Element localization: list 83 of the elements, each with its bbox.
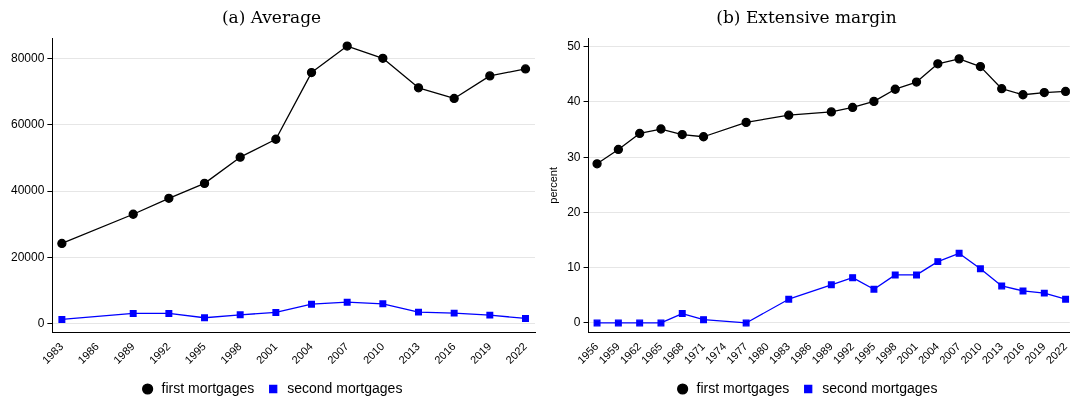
legend-label: second mortgages bbox=[822, 379, 938, 396]
legend-label: second mortgages bbox=[287, 379, 403, 396]
point bbox=[869, 96, 879, 107]
point bbox=[235, 152, 245, 162]
point bbox=[678, 310, 686, 318]
y-tick-label: 20 bbox=[567, 204, 581, 219]
point bbox=[955, 249, 963, 257]
point bbox=[656, 124, 666, 134]
point bbox=[976, 265, 984, 273]
point bbox=[998, 282, 1006, 290]
point bbox=[635, 128, 645, 139]
point bbox=[306, 67, 317, 78]
point bbox=[449, 93, 459, 104]
y-tick-label: 40000 bbox=[10, 183, 45, 198]
y-tick-label: 10 bbox=[567, 260, 581, 275]
y-tick-label: 50 bbox=[567, 39, 581, 53]
point bbox=[742, 319, 750, 327]
point bbox=[342, 41, 352, 51]
point bbox=[785, 295, 793, 303]
point bbox=[677, 129, 687, 140]
point bbox=[826, 107, 836, 117]
y-tick-label: 80000 bbox=[10, 50, 45, 65]
point bbox=[485, 71, 495, 81]
point bbox=[129, 309, 137, 317]
chart-title: (a) Average bbox=[221, 6, 322, 27]
y-tick-label: 0 bbox=[37, 316, 45, 331]
y-tick-label: 40 bbox=[567, 94, 581, 109]
point bbox=[593, 319, 601, 327]
chart-title: (b) Extensive margin bbox=[716, 6, 897, 27]
point bbox=[272, 308, 280, 316]
y-axis-title: percent bbox=[546, 167, 559, 204]
point bbox=[890, 84, 900, 94]
point bbox=[847, 102, 858, 113]
point bbox=[913, 271, 920, 279]
point bbox=[164, 193, 174, 203]
point bbox=[784, 110, 794, 120]
point bbox=[379, 300, 387, 308]
point bbox=[933, 59, 943, 69]
point bbox=[613, 144, 624, 155]
point bbox=[236, 311, 244, 319]
point bbox=[975, 61, 986, 72]
point bbox=[891, 271, 899, 279]
point bbox=[308, 300, 315, 308]
point bbox=[450, 309, 458, 317]
point bbox=[997, 84, 1007, 94]
point bbox=[614, 319, 622, 327]
point bbox=[1062, 295, 1070, 303]
y-tick-label: 60000 bbox=[10, 116, 45, 131]
point bbox=[128, 209, 138, 219]
point bbox=[870, 285, 878, 293]
point bbox=[1060, 86, 1070, 97]
y-tick-label: 30 bbox=[567, 149, 581, 164]
point bbox=[657, 319, 665, 327]
point bbox=[199, 178, 210, 189]
point bbox=[343, 298, 351, 306]
point bbox=[413, 83, 424, 93]
point bbox=[636, 319, 644, 327]
point bbox=[741, 117, 751, 128]
point bbox=[522, 314, 529, 322]
point bbox=[934, 258, 942, 266]
point bbox=[827, 281, 835, 289]
point bbox=[1039, 87, 1049, 98]
point bbox=[415, 308, 422, 316]
point bbox=[520, 64, 531, 74]
point bbox=[954, 54, 964, 64]
point bbox=[201, 314, 209, 322]
point bbox=[486, 311, 494, 319]
point bbox=[58, 315, 66, 323]
legend-label: first mortgages bbox=[161, 379, 255, 396]
point bbox=[849, 274, 857, 282]
y-tick-label: 20000 bbox=[10, 249, 45, 264]
point bbox=[1040, 289, 1048, 297]
point bbox=[378, 53, 388, 63]
point bbox=[57, 238, 67, 249]
y-tick-label: 0 bbox=[573, 315, 581, 330]
point bbox=[700, 316, 708, 324]
point bbox=[271, 134, 281, 144]
legend-label: first mortgages bbox=[696, 379, 790, 396]
point bbox=[911, 77, 922, 87]
point bbox=[165, 309, 173, 317]
point bbox=[592, 159, 602, 169]
point bbox=[698, 132, 709, 142]
point bbox=[1018, 90, 1028, 100]
